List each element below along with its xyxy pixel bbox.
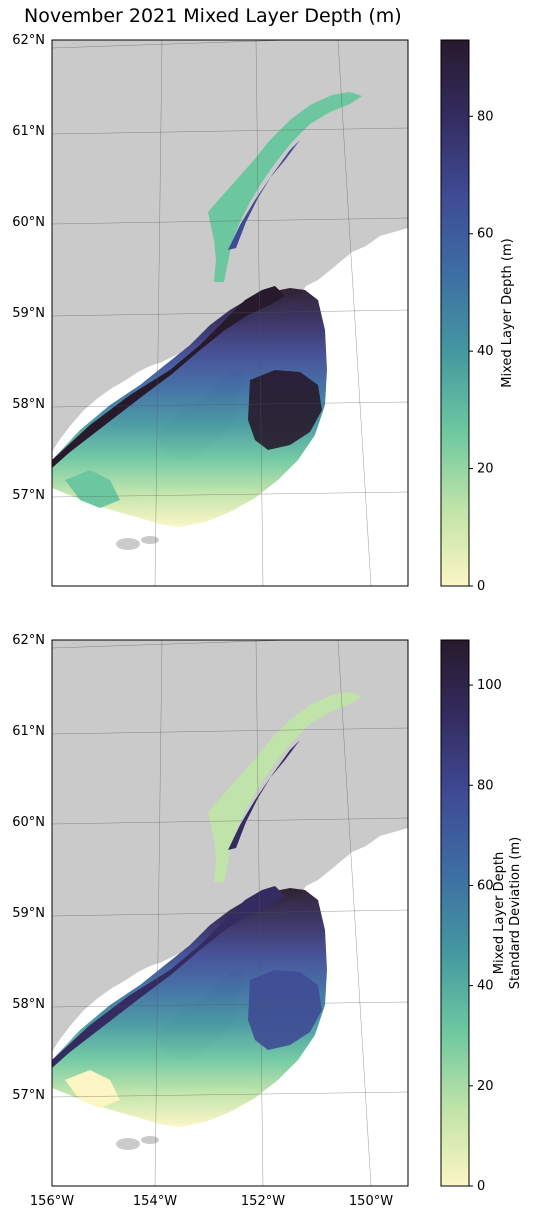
colorbar-tick-label: 0 <box>477 579 485 594</box>
lat-label: 60°N <box>12 215 45 230</box>
shelf-patch <box>248 970 322 1050</box>
shelf-patch <box>248 370 322 450</box>
map-panel-std: 62°N 61°N 60°N 59°N 58°N 57°N 156°W 154°W 152°W 1… <box>0 600 550 1211</box>
colorbar-tick-label: 60 <box>477 227 494 242</box>
graticule <box>52 640 408 1186</box>
colorbar <box>440 639 470 1187</box>
colorbar-tick-label: 80 <box>477 778 494 793</box>
shelf-patch <box>65 1070 120 1108</box>
colorbar-tick-label: 60 <box>477 878 494 893</box>
deep-channel <box>52 886 285 1068</box>
figure-title: November 2021 Mixed Layer Depth (m) <box>24 5 402 27</box>
lat-label: 58°N <box>12 397 45 412</box>
colorbar <box>440 39 470 587</box>
map-frame <box>51 39 409 587</box>
lat-label: 60°N <box>12 815 45 830</box>
colorbar-tick-label: 40 <box>477 344 494 359</box>
lat-label: 58°N <box>12 997 45 1012</box>
colorbar-tick-label: 20 <box>477 1079 494 1094</box>
lat-label: 59°N <box>12 906 45 921</box>
shelf-patch <box>65 470 120 508</box>
lat-label: 62°N <box>12 33 45 48</box>
map-svg-std: 62°N 61°N 60°N 59°N 58°N 57°N 156°W 154°W 152°W 1… <box>12 633 523 1209</box>
lon-label: 150°W <box>349 1194 393 1209</box>
graticule <box>52 40 408 586</box>
colorbar-tick-label: 40 <box>477 979 494 994</box>
island <box>141 1136 159 1144</box>
lat-label: 62°N <box>12 633 45 648</box>
depth-field-base <box>52 888 327 1127</box>
colorbar-tick-label: 0 <box>477 1179 485 1194</box>
island <box>141 536 159 544</box>
inlet-channel <box>228 140 300 250</box>
map-area <box>52 40 408 586</box>
lon-label: 152°W <box>241 1194 285 1209</box>
deep-channel <box>52 286 285 468</box>
colorbar-label: Mixed Layer DepthStandard Deviation (m) <box>492 837 523 989</box>
lat-label: 57°N <box>12 1088 45 1103</box>
colorbar-tick-label: 20 <box>477 462 494 477</box>
colorbar-tick-label: 80 <box>477 109 494 124</box>
island <box>116 538 140 550</box>
lat-label: 59°N <box>12 306 45 321</box>
map-svg-mean: 62°N 61°N 60°N 59°N 58°N 57°N 0 20 40 60 80 Mixed L… <box>12 33 515 594</box>
lat-label: 61°N <box>12 124 45 139</box>
colorbar-label: Mixed Layer Depth (m) <box>500 238 515 387</box>
map-area <box>52 640 408 1186</box>
lon-label: 154°W <box>133 1194 177 1209</box>
lat-label: 61°N <box>12 724 45 739</box>
inlet-channel <box>228 740 300 850</box>
depth-field-base <box>52 288 327 527</box>
map-frame <box>51 639 409 1187</box>
lat-label: 57°N <box>12 488 45 503</box>
map-panel-mean: 62°N 61°N 60°N 59°N 58°N 57°N 0 20 40 60 80 Mixed L… <box>0 0 550 600</box>
colorbar-tick-label: 100 <box>477 678 502 693</box>
island <box>116 1138 140 1150</box>
cook-inlet-shore <box>150 688 378 940</box>
lon-label: 156°W <box>30 1194 74 1209</box>
cook-inlet-shore <box>150 88 378 340</box>
